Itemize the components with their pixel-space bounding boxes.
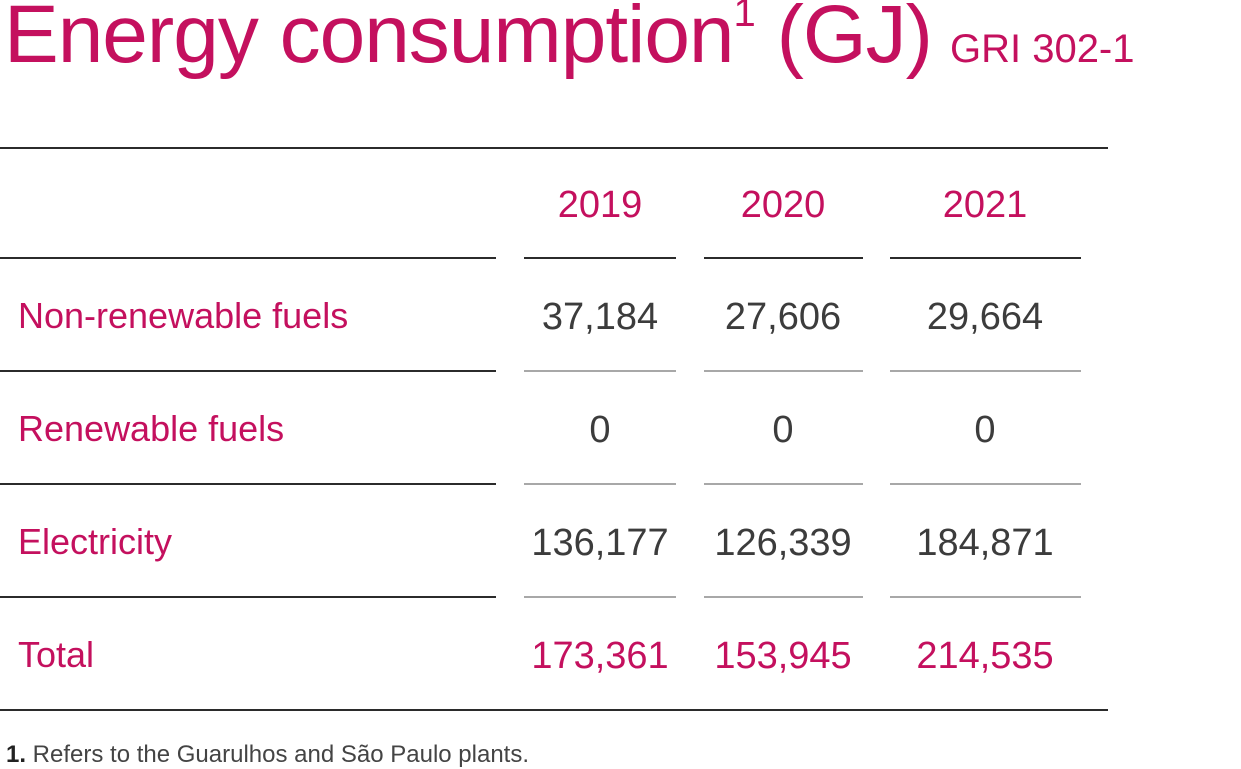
- gri-reference: GRI 302-1: [949, 27, 1135, 71]
- footnote-marker: 1.: [6, 741, 27, 768]
- row-label-renewable-fuels: Renewable fuels: [18, 408, 285, 449]
- title-main: Energy consumption: [4, 0, 735, 80]
- header-rule-2019: [524, 257, 676, 259]
- table-cell-total: 173,361: [531, 635, 669, 677]
- table-bottom-rule: [0, 709, 1108, 711]
- row-label-electricity: Electricity: [18, 521, 173, 562]
- year-header-2019: 2019: [557, 184, 643, 226]
- table-cell: 37,184: [541, 296, 659, 338]
- row-rule: [704, 370, 863, 372]
- row-label-total: Total: [18, 634, 95, 675]
- header-rule-label: [0, 257, 496, 259]
- year-header-2021: 2021: [942, 184, 1028, 226]
- table-cell: 0: [974, 409, 996, 451]
- row-label-non-renewable-fuels: Non-renewable fuels: [18, 295, 349, 336]
- row-rule: [890, 483, 1081, 485]
- row-rule: [704, 483, 863, 485]
- row-rule: [890, 596, 1081, 598]
- table-cell: 184,871: [916, 522, 1054, 564]
- table-cell-total: 153,945: [714, 635, 852, 677]
- row-rule: [0, 370, 496, 372]
- row-rule: [0, 483, 496, 485]
- year-header-2020: 2020: [740, 184, 826, 226]
- header-rule-2021: [890, 257, 1081, 259]
- row-rule: [524, 370, 676, 372]
- table-cell: 126,339: [714, 522, 852, 564]
- row-rule: [0, 596, 496, 598]
- table-cell: 0: [772, 409, 794, 451]
- title-unit: (GJ): [754, 0, 933, 80]
- footnote-text: Refers to the Guarulhos and São Paulo pl…: [26, 741, 529, 768]
- row-rule: [890, 370, 1081, 372]
- footnote: 1. Refers to the Guarulhos and São Paulo…: [6, 741, 529, 769]
- row-rule: [524, 596, 676, 598]
- table-cell: 0: [589, 409, 611, 451]
- table-cell: 29,664: [926, 296, 1044, 338]
- table-top-rule: [0, 147, 1108, 149]
- table-cell: 136,177: [531, 522, 669, 564]
- page-title: Energy consumption1 (GJ) GRI 302-1: [4, 0, 1135, 76]
- table-cell-total: 214,535: [916, 635, 1054, 677]
- header-rule-2020: [704, 257, 863, 259]
- table-cell: 27,606: [724, 296, 842, 338]
- row-rule: [704, 596, 863, 598]
- title-footnote-marker: 1: [733, 0, 756, 35]
- row-rule: [524, 483, 676, 485]
